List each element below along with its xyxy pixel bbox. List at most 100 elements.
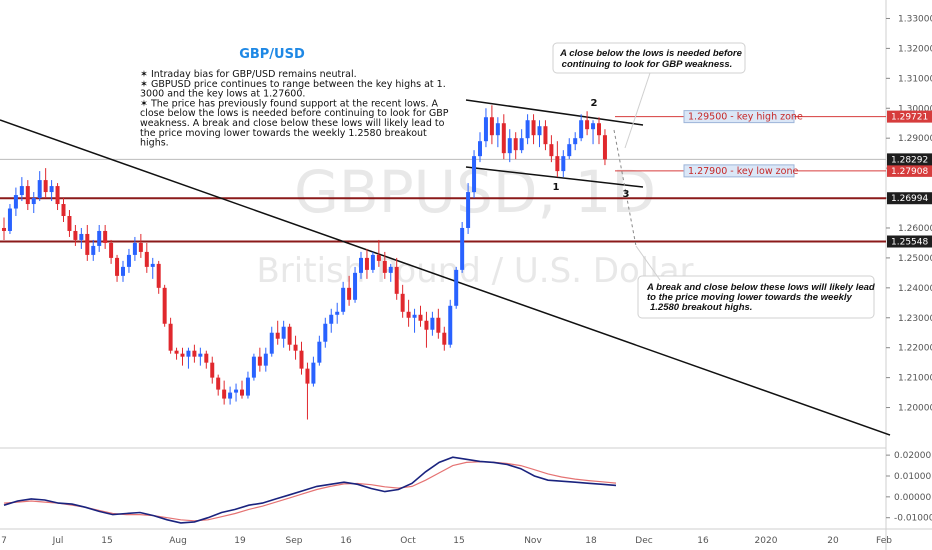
candle-body-57 — [341, 287, 346, 312]
candle-63 — [376, 239, 381, 267]
candle-57 — [341, 281, 346, 315]
candle-body-84 — [501, 123, 506, 154]
candle-14 — [85, 224, 90, 261]
candle-2 — [13, 187, 18, 217]
callout-top-line-2: continuing to look for GBP weakness. — [562, 59, 733, 70]
candle-80 — [478, 132, 482, 163]
zone-tag-bg-1 — [887, 164, 932, 177]
candle-body-60 — [359, 257, 363, 273]
candle-body-37 — [222, 389, 227, 399]
candle-body-9 — [55, 186, 60, 205]
candle-body-18 — [109, 242, 114, 258]
candle-body-1 — [7, 208, 12, 231]
candle-99 — [591, 120, 596, 145]
candle-18 — [109, 239, 114, 264]
candle-0 — [2, 217, 6, 240]
candle-36 — [216, 374, 221, 396]
candle-body-93 — [555, 156, 560, 172]
candle-body-100 — [597, 123, 601, 136]
candle-83 — [495, 117, 500, 148]
candle-27 — [162, 284, 167, 327]
candle-body-89 — [531, 120, 536, 136]
candle-body-36 — [216, 377, 221, 390]
candle-68 — [406, 299, 411, 327]
candle-body-35 — [210, 362, 215, 378]
price-tick-label-10: 1.23000 — [898, 314, 932, 324]
candle-33 — [198, 347, 203, 366]
candle-75 — [448, 299, 453, 348]
price-axis: 1.330001.320001.310001.300001.290001.280… — [886, 14, 932, 524]
candle-body-47 — [281, 326, 286, 339]
candle-body-66 — [394, 266, 399, 294]
candle-body-21 — [126, 254, 131, 267]
candle-body-52 — [311, 362, 316, 384]
candle-11 — [67, 210, 72, 237]
candle-76 — [454, 266, 459, 309]
price-tick-label-1: 1.32000 — [898, 44, 932, 54]
candle-body-0 — [2, 227, 6, 231]
candle-body-96 — [573, 138, 578, 145]
candle-body-67 — [400, 293, 405, 312]
time-tick-label-4: 19 — [234, 536, 246, 546]
channel-upper-line — [465, 99, 644, 126]
candle-48 — [287, 323, 292, 351]
macd-tick-label-2: 0.00000 — [894, 493, 931, 503]
level-tag-0: 1.26994 — [891, 194, 928, 204]
time-tick-label-10: 18 — [585, 536, 597, 546]
channel-lower-line — [465, 166, 644, 188]
candle-59 — [353, 266, 358, 303]
price-tick-label-13: 1.20000 — [898, 404, 932, 414]
candle-body-29 — [174, 350, 179, 354]
candle-34 — [204, 350, 209, 369]
candle-94 — [561, 150, 566, 178]
candle-body-41 — [245, 377, 250, 396]
candle-89 — [531, 114, 536, 145]
candle-9 — [55, 183, 60, 211]
candle-60 — [359, 251, 363, 279]
candle-body-5 — [31, 198, 36, 205]
candle-body-28 — [168, 323, 173, 351]
candle-15 — [91, 239, 96, 261]
candle-body-59 — [353, 272, 358, 300]
candle-body-22 — [132, 242, 137, 255]
candle-81 — [483, 108, 488, 148]
candle-85 — [507, 129, 512, 163]
candle-69 — [412, 308, 417, 333]
candle-body-6 — [37, 180, 42, 199]
candle-body-71 — [424, 320, 429, 330]
candle-22 — [132, 236, 137, 261]
candle-74 — [442, 326, 447, 351]
candle-61 — [364, 248, 369, 279]
commentary-line-1: ✶ GBPUSD price continues to range betwee… — [140, 79, 446, 90]
callout-bottom: A break and close below these lows will … — [635, 245, 875, 319]
candle-body-14 — [85, 233, 90, 255]
candle-10 — [61, 198, 66, 222]
commentary-line-7: highs. — [140, 138, 169, 149]
candle-98 — [585, 111, 590, 136]
candle-49 — [293, 335, 298, 360]
time-tick-label-13: 2020 — [755, 536, 778, 546]
time-tick-label-6: 16 — [340, 536, 352, 546]
candle-51 — [305, 362, 310, 420]
candle-4 — [25, 180, 30, 211]
candle-body-64 — [382, 260, 387, 273]
macd-tick-label-1: 0.01000 — [894, 472, 931, 482]
candle-86 — [513, 132, 518, 160]
candle-body-65 — [388, 266, 393, 273]
time-tick-label-15: Feb — [876, 536, 892, 546]
time-tick-label-14: 20 — [827, 536, 839, 546]
candle-19 — [115, 254, 120, 282]
commentary-line-5: weakness. A break and close below these … — [140, 118, 445, 129]
candle-16 — [97, 224, 102, 252]
price-tick-label-3: 1.30000 — [898, 104, 932, 114]
candle-body-44 — [263, 353, 268, 366]
candle-body-16 — [97, 230, 102, 246]
candle-body-72 — [430, 317, 435, 330]
candle-body-63 — [376, 254, 381, 261]
price-tick-label-11: 1.22000 — [898, 344, 932, 354]
price-tick-label-7: 1.26000 — [898, 224, 932, 234]
candle-body-4 — [25, 186, 30, 205]
candle-84 — [501, 114, 506, 160]
candle-95 — [567, 138, 572, 160]
level-tag-bg-0 — [887, 192, 932, 205]
